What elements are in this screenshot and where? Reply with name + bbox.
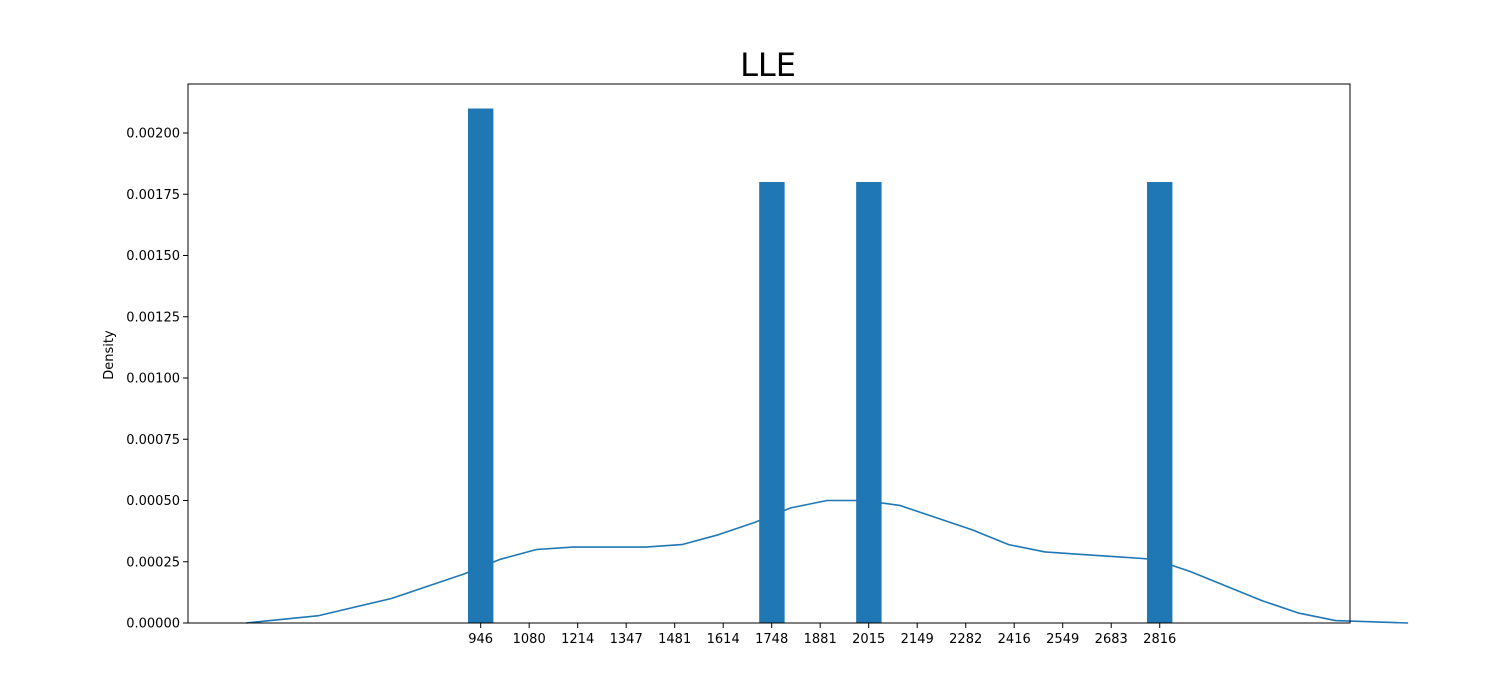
chart-title: LLE: [740, 46, 796, 84]
y-tick-label: 0.00050: [126, 494, 180, 509]
x-tick-label: 1080: [513, 632, 546, 647]
x-tick-label: 2816: [1143, 632, 1176, 647]
x-tick-label: 2416: [998, 632, 1031, 647]
histogram-bar: [1147, 182, 1173, 623]
x-tick-label: 946: [468, 632, 493, 647]
y-tick-label: 0.00200: [126, 127, 180, 142]
x-tick-label: 1481: [658, 632, 691, 647]
x-tick-label: 1614: [707, 632, 740, 647]
y-tick-label: 0.00100: [126, 372, 180, 387]
x-axis: 946 1080 1214 1347 1481 1614 1748 1881 2015 2149 2…: [468, 623, 1176, 647]
y-tick-label: 0.00150: [126, 249, 180, 264]
x-tick-label: 2282: [949, 632, 982, 647]
x-tick-label: 2149: [901, 632, 934, 647]
y-tick-label: 0.00175: [126, 188, 180, 203]
y-tick-label: 0.00075: [126, 433, 180, 448]
kde-layer: [246, 499, 1409, 624]
histogram-bar: [856, 182, 882, 623]
x-tick-label: 1748: [755, 632, 788, 647]
x-tick-label: 1347: [610, 632, 643, 647]
y-axis-title: Density: [102, 330, 117, 380]
x-tick-label: 2549: [1046, 632, 1079, 647]
y-tick-label: 0.00125: [126, 310, 180, 325]
y-axis: 0.00000 0.00025 0.00050 0.00075 0.00100 0.001…: [126, 127, 188, 632]
bars-layer: [467, 108, 1173, 623]
histogram-bar: [467, 108, 494, 623]
x-tick-label: 1881: [804, 632, 837, 647]
plot-frame: [187, 83, 1351, 624]
histogram-bar: [759, 182, 785, 623]
x-tick-label: 2015: [852, 632, 885, 647]
x-tick-label: 2683: [1095, 632, 1128, 647]
y-tick-label: 0.00000: [126, 617, 180, 632]
x-tick-label: 1214: [561, 632, 594, 647]
y-tick-label: 0.00025: [126, 555, 180, 570]
kde-density-line: [246, 499, 1409, 624]
